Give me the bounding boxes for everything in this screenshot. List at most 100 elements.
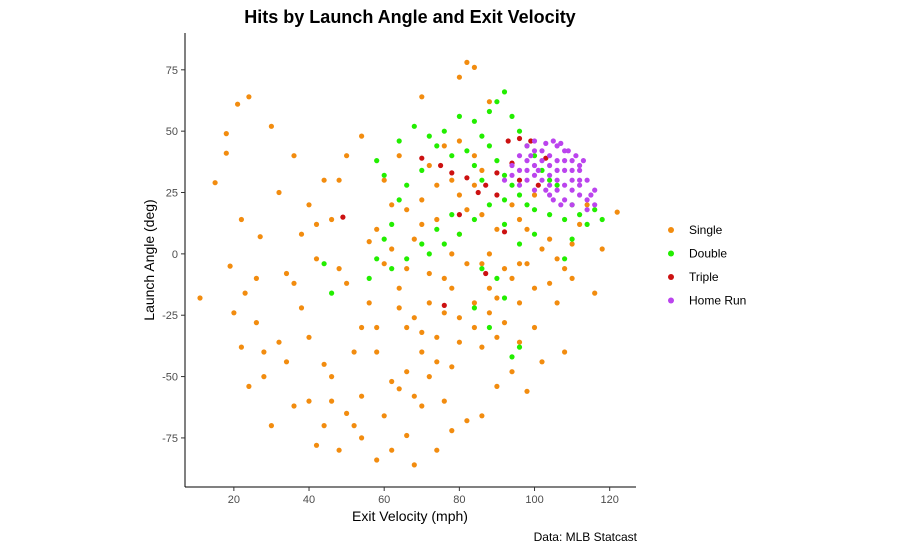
point-single: [516, 300, 523, 306]
point-single: [329, 216, 335, 223]
legend-key-triple: [668, 274, 674, 280]
point-single: [486, 251, 492, 257]
point-home-run: [547, 192, 553, 198]
point-single: [456, 138, 462, 144]
point-double: [396, 197, 402, 203]
point-double: [456, 113, 462, 119]
point-home-run: [554, 187, 560, 193]
point-double: [501, 295, 508, 301]
point-double: [329, 290, 335, 296]
point-single: [235, 101, 241, 107]
point-triple: [438, 162, 444, 169]
point-single: [389, 447, 395, 453]
point-single: [336, 447, 342, 453]
point-single: [359, 435, 365, 441]
point-double: [366, 275, 372, 281]
x-tick-label: 120: [601, 494, 619, 506]
point-triple: [449, 170, 455, 176]
point-single: [381, 413, 387, 419]
point-double: [419, 167, 425, 173]
point-single: [261, 374, 267, 380]
x-ticks: 20 40 60 80 100 120: [228, 487, 619, 506]
point-single: [449, 251, 455, 257]
point-single: [329, 374, 335, 380]
point-single: [313, 256, 320, 262]
point-triple: [516, 135, 523, 142]
point-single: [283, 359, 290, 365]
point-single: [313, 442, 320, 448]
point-single: [471, 324, 477, 331]
point-single: [306, 334, 312, 340]
point-single: [531, 192, 538, 198]
point-home-run: [584, 207, 590, 213]
point-double: [531, 231, 538, 237]
point-single: [366, 239, 372, 245]
point-double: [547, 212, 553, 218]
point-home-run: [509, 172, 515, 178]
point-single: [231, 310, 237, 316]
point-single: [562, 349, 568, 355]
point-double: [531, 207, 538, 213]
point-single: [344, 280, 350, 286]
point-home-run: [577, 162, 583, 169]
point-double: [441, 128, 447, 134]
point-double: [389, 221, 395, 227]
point-double: [464, 148, 470, 154]
point-double: [501, 172, 508, 178]
point-home-run: [562, 158, 568, 164]
legend-label-home-run: Home Run: [689, 294, 746, 308]
point-double: [449, 212, 455, 218]
point-double: [374, 256, 380, 262]
point-home-run: [535, 167, 541, 173]
point-single: [479, 212, 485, 218]
point-double: [509, 113, 515, 119]
y-tick-label: 75: [166, 65, 178, 77]
point-double: [381, 172, 387, 178]
point-home-run: [558, 202, 564, 208]
point-triple: [483, 182, 489, 188]
point-triple: [475, 189, 481, 196]
point-single: [298, 305, 305, 311]
point-home-run: [565, 148, 571, 154]
point-single: [374, 349, 380, 355]
point-double: [569, 236, 575, 242]
y-tick-label: -25: [162, 310, 178, 322]
point-home-run: [569, 187, 575, 193]
point-home-run: [592, 187, 598, 193]
point-single: [351, 349, 357, 355]
point-single: [313, 221, 320, 227]
point-double: [516, 128, 523, 134]
point-single: [276, 339, 282, 345]
point-single: [419, 221, 425, 227]
point-double: [486, 143, 492, 149]
point-single: [389, 378, 395, 385]
x-tick-label: 60: [378, 494, 390, 506]
point-single: [396, 386, 402, 392]
point-single: [501, 266, 508, 272]
point-single: [283, 270, 290, 277]
point-double: [389, 266, 395, 272]
point-single: [291, 280, 297, 286]
point-single: [351, 423, 357, 429]
point-single: [554, 256, 560, 262]
point-double: [321, 261, 327, 267]
point-single: [516, 339, 523, 345]
point-single: [547, 236, 553, 242]
point-triple: [543, 155, 549, 161]
point-home-run: [558, 140, 564, 146]
point-single: [404, 324, 410, 331]
point-single: [516, 261, 523, 267]
point-single: [501, 320, 508, 326]
point-home-run: [562, 148, 568, 154]
point-single: [404, 207, 410, 213]
point-single: [524, 226, 530, 232]
point-home-run: [562, 182, 568, 188]
point-home-run: [543, 187, 549, 193]
point-single: [291, 403, 297, 409]
point-home-run: [573, 153, 579, 159]
point-double: [404, 256, 410, 262]
point-single: [411, 462, 417, 468]
point-single: [359, 393, 365, 399]
point-home-run: [531, 162, 538, 169]
point-single: [479, 344, 485, 350]
